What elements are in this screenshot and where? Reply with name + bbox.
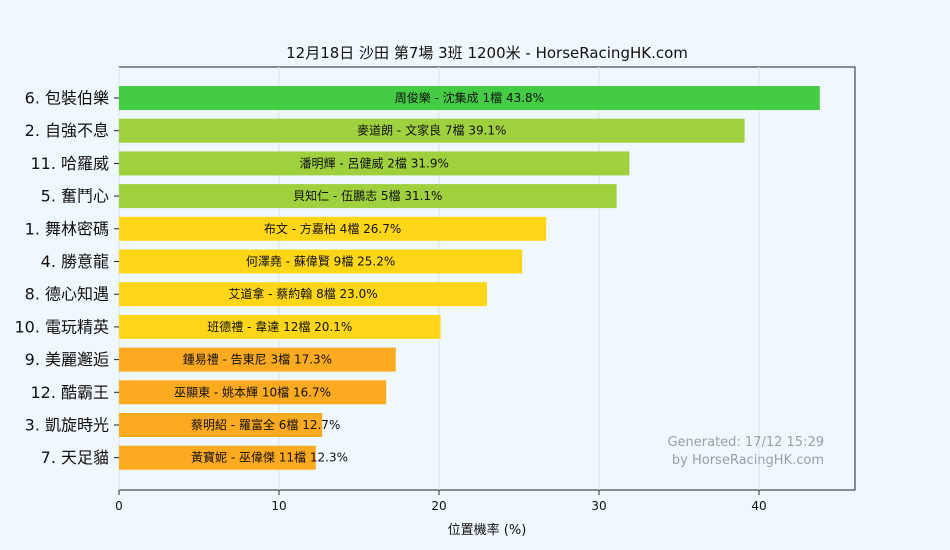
bar-value-label: 貝知仁 - 伍鵬志 5檔 31.1% [293, 189, 442, 203]
x-axis-ticks: 0 10 20 30 40 [115, 490, 767, 513]
bar-value-label: 麥道朗 - 文家良 7檔 39.1% [357, 123, 506, 138]
x-tick-label: 20 [431, 499, 446, 513]
bar [119, 445, 316, 470]
bar [119, 249, 523, 274]
bar-value-label: 蔡明紹 - 羅富全 6檔 12.7% [191, 417, 340, 432]
x-axis-label: 位置機率 (%) [448, 522, 527, 538]
bars: 周俊樂 - 沈集成 1檔 43.8% 麥道朗 - 文家良 7檔 39.1% 潘明輝 … [119, 86, 820, 470]
category-label: 3. 凱旋時光 [25, 416, 109, 435]
x-tick-label: 0 [115, 499, 123, 513]
chart-title: 12月18日 沙田 第7場 3班 1200米 - HorseRacingHK.c… [286, 44, 688, 62]
bar [119, 216, 547, 241]
category-label: 1. 舞林密碼 [25, 219, 109, 238]
bar [119, 314, 441, 339]
bar [119, 413, 323, 437]
bar [119, 184, 617, 209]
category-label: 10. 電玩精英 [14, 317, 109, 336]
category-label: 6. 包裝伯樂 [25, 89, 109, 108]
bar-value-label: 巫顯東 - 姚本輝 10檔 16.7% [174, 385, 331, 399]
category-label: 4. 勝意龍 [41, 252, 109, 271]
bar-value-label: 艾道拿 - 蔡約翰 8檔 23.0% [228, 286, 377, 301]
footer-site: by HorseRacingHK.com [672, 453, 824, 468]
bar [119, 380, 387, 405]
category-label: 5. 奮鬥心 [41, 187, 109, 206]
category-label: 7. 天足貓 [41, 448, 109, 467]
bar-value-label: 黃寶妮 - 巫偉傑 11檔 12.3% [191, 450, 348, 465]
bar-value-label: 班德禮 - 韋達 12檔 20.1% [207, 319, 352, 334]
bar-value-label: 何澤堯 - 蘇偉賢 9檔 25.2% [246, 255, 395, 269]
category-label: 8. 德心知遇 [25, 285, 109, 304]
category-label: 9. 美麗邂逅 [25, 350, 109, 369]
bar [119, 118, 745, 143]
x-tick-label: 10 [271, 499, 286, 513]
category-labels: 6. 包裝伯樂 2. 自強不息 11. 哈羅威 5. 奮鬥心 1. 舞林密碼 4. 勝意龍… [14, 89, 119, 467]
footer-generated: Generated: 17/12 15:29 [667, 435, 824, 450]
category-label: 12. 酷霸王 [30, 383, 109, 402]
bar-value-label: 周俊樂 - 沈集成 1檔 43.8% [395, 90, 544, 105]
category-label: 11. 哈羅威 [30, 154, 109, 173]
bar-value-label: 鍾易禮 - 告東尼 3檔 17.3% [183, 353, 332, 367]
x-tick-label: 30 [591, 499, 606, 513]
category-label: 2. 自強不息 [25, 121, 109, 140]
bar [119, 151, 630, 176]
x-tick-label: 40 [751, 499, 766, 513]
bar [119, 86, 820, 110]
bar-value-label: 布文 - 方嘉柏 4檔 26.7% [264, 221, 401, 236]
bar-value-label: 潘明輝 - 呂健威 2檔 31.9% [300, 156, 449, 170]
bar [119, 347, 396, 372]
bar [119, 282, 487, 307]
